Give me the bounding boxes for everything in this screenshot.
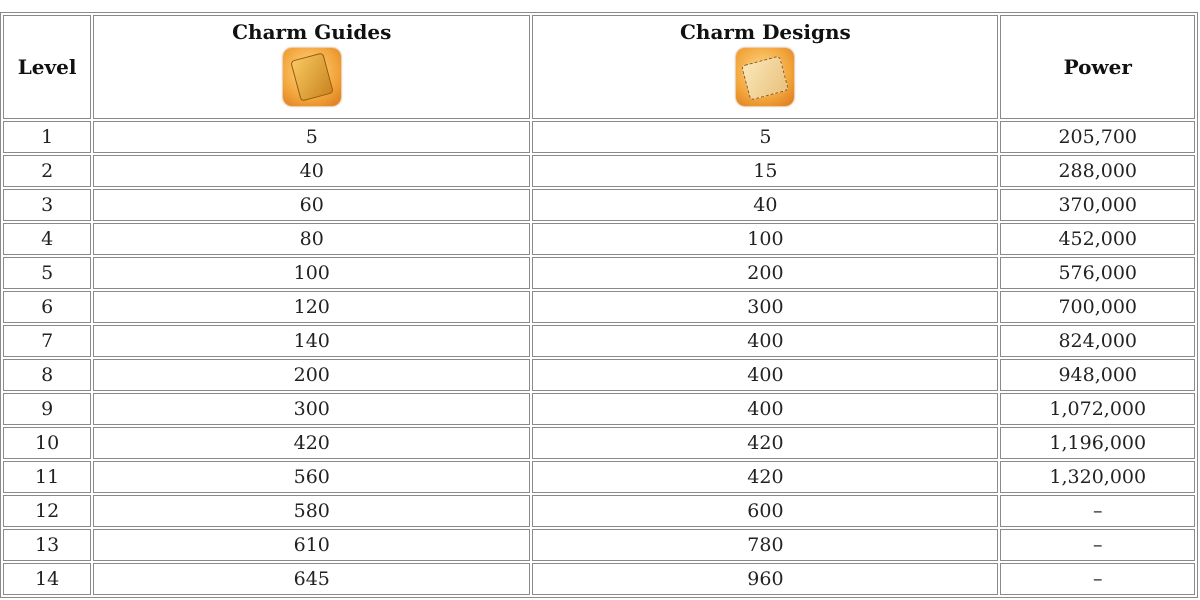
cell-power: – xyxy=(1000,495,1195,527)
header-level: Level xyxy=(3,15,92,119)
header-row: Level Charm Guides Charm Designs Power xyxy=(3,15,1195,119)
table-row: 1 5 5 205,700 xyxy=(3,121,1195,153)
cell-guides: 580 xyxy=(93,495,531,527)
cell-power: 948,000 xyxy=(1000,359,1195,391)
cell-guides: 40 xyxy=(93,155,531,187)
cell-power: 1,072,000 xyxy=(1000,393,1195,425)
cell-designs: 400 xyxy=(532,325,999,357)
cell-guides: 300 xyxy=(93,393,531,425)
cell-power: 1,196,000 xyxy=(1000,427,1195,459)
cell-guides: 100 xyxy=(93,257,531,289)
cell-designs: 780 xyxy=(532,529,999,561)
cell-level: 5 xyxy=(3,257,92,289)
cell-guides: 5 xyxy=(93,121,531,153)
table-row: 3 60 40 370,000 xyxy=(3,189,1195,221)
cell-level: 11 xyxy=(3,461,92,493)
cell-power: 205,700 xyxy=(1000,121,1195,153)
cell-power: 452,000 xyxy=(1000,223,1195,255)
cell-designs: 40 xyxy=(532,189,999,221)
cell-designs: 200 xyxy=(532,257,999,289)
cell-guides: 420 xyxy=(93,427,531,459)
cell-power: 1,320,000 xyxy=(1000,461,1195,493)
cell-designs: 420 xyxy=(532,427,999,459)
cell-designs: 300 xyxy=(532,291,999,323)
table-row: 7 140 400 824,000 xyxy=(3,325,1195,357)
table-row: 8 200 400 948,000 xyxy=(3,359,1195,391)
table-row: 12 580 600– xyxy=(3,495,1195,527)
cell-level: 9 xyxy=(3,393,92,425)
cell-guides: 120 xyxy=(93,291,531,323)
cell-power: – xyxy=(1000,563,1195,595)
cell-guides: 140 xyxy=(93,325,531,357)
cell-level: 3 xyxy=(3,189,92,221)
header-power: Power xyxy=(1000,15,1195,119)
cell-guides: 610 xyxy=(93,529,531,561)
cell-designs: 400 xyxy=(532,359,999,391)
cell-level: 12 xyxy=(3,495,92,527)
cell-level: 8 xyxy=(3,359,92,391)
cell-designs: 400 xyxy=(532,393,999,425)
cell-guides: 200 xyxy=(93,359,531,391)
cell-level: 2 xyxy=(3,155,92,187)
table-row: 10 420 420 1,196,000 xyxy=(3,427,1195,459)
cell-designs: 100 xyxy=(532,223,999,255)
cell-power: 700,000 xyxy=(1000,291,1195,323)
cell-guides: 560 xyxy=(93,461,531,493)
cell-power: 824,000 xyxy=(1000,325,1195,357)
cell-level: 4 xyxy=(3,223,92,255)
cell-designs: 15 xyxy=(532,155,999,187)
table-row: 5 100 200 576,000 xyxy=(3,257,1195,289)
charm-guide-book-icon xyxy=(282,48,341,106)
cell-guides: 80 xyxy=(93,223,531,255)
header-charm-guides: Charm Guides xyxy=(93,15,531,119)
cell-power: – xyxy=(1000,529,1195,561)
charm-upgrade-table: Level Charm Guides Charm Designs Power 1… xyxy=(0,12,1198,598)
cell-designs: 960 xyxy=(532,563,999,595)
cell-level: 14 xyxy=(3,563,92,595)
table-row: 2 40 15 288,000 xyxy=(3,155,1195,187)
cell-guides: 60 xyxy=(93,189,531,221)
cell-guides: 645 xyxy=(93,563,531,595)
charm-design-scroll-icon xyxy=(736,48,795,106)
cell-power: 370,000 xyxy=(1000,189,1195,221)
table-row: 11 560 420 1,320,000 xyxy=(3,461,1195,493)
table-row: 13 610 780– xyxy=(3,529,1195,561)
table-row: 4 80 100 452,000 xyxy=(3,223,1195,255)
cell-power: 576,000 xyxy=(1000,257,1195,289)
table-row: 9 300 400 1,072,000 xyxy=(3,393,1195,425)
header-charm-designs-label: Charm Designs xyxy=(680,20,851,44)
table-row: 14 645 960– xyxy=(3,563,1195,595)
cell-level: 1 xyxy=(3,121,92,153)
cell-level: 7 xyxy=(3,325,92,357)
table-row: 6 120 300 700,000 xyxy=(3,291,1195,323)
header-charm-guides-label: Charm Guides xyxy=(232,20,392,44)
header-charm-designs: Charm Designs xyxy=(532,15,999,119)
cell-designs: 420 xyxy=(532,461,999,493)
cell-level: 6 xyxy=(3,291,92,323)
cell-level: 10 xyxy=(3,427,92,459)
cell-designs: 600 xyxy=(532,495,999,527)
cell-designs: 5 xyxy=(532,121,999,153)
cell-power: 288,000 xyxy=(1000,155,1195,187)
cell-level: 13 xyxy=(3,529,92,561)
